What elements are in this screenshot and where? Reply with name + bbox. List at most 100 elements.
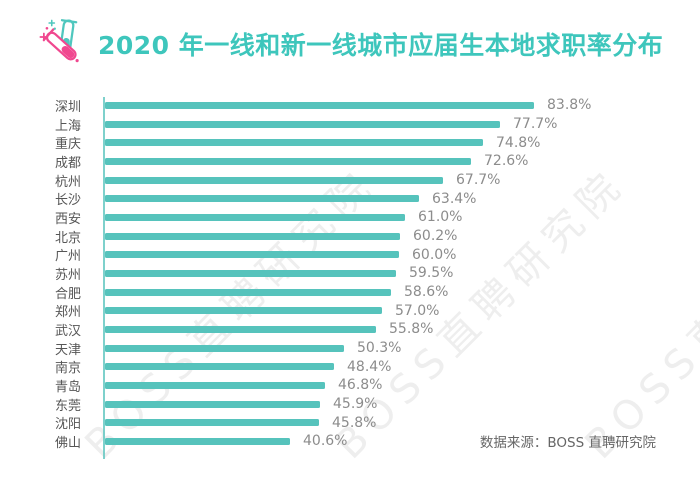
chart-row: 成都 72.6% — [55, 152, 700, 171]
bar-rows: 深圳 83.8% 上海 77.7% 重庆 74.8% 成都 72.6% 杭州 67.7% 长沙 63.… — [55, 96, 700, 451]
chart-row: 沈阳 45.8% — [55, 413, 700, 433]
value-label: 57.0% — [395, 302, 440, 319]
value-label: 46.8% — [338, 377, 383, 394]
bar-track: 77.7% — [105, 115, 700, 134]
value-label: 74.8% — [496, 134, 541, 151]
bar-track: 40.6% — [105, 432, 700, 451]
chart-row: 广州 60.0% — [55, 245, 700, 265]
chart-row: 青岛 46.8% — [55, 376, 700, 395]
bar-track: 45.9% — [105, 395, 700, 414]
city-label: 苏州 — [55, 267, 82, 283]
chart-header: 2020 年一线和新一线城市应届生本地求职率分布 — [36, 16, 700, 72]
value-label: 63.4% — [432, 190, 477, 207]
y-axis-line — [103, 97, 105, 459]
bar-track: 83.8% — [105, 96, 700, 115]
chart-row: 武汉 55.8% — [55, 320, 700, 339]
bar — [105, 437, 290, 445]
value-label: 45.8% — [332, 414, 377, 431]
bar-track: 46.8% — [105, 376, 700, 395]
city-label: 西安 — [55, 211, 82, 227]
chart-row: 合肥 58.6% — [55, 283, 700, 302]
value-label: 50.3% — [357, 340, 402, 357]
bar — [105, 176, 443, 184]
value-label: 48.4% — [347, 358, 392, 375]
bar-track: 63.4% — [105, 189, 700, 208]
chart-row: 东莞 45.9% — [55, 395, 700, 414]
bar — [105, 251, 399, 259]
value-label: 40.6% — [303, 433, 348, 450]
bar — [105, 344, 344, 352]
chart-row: 重庆 74.8% — [55, 133, 700, 153]
bar — [105, 288, 391, 296]
chart-row: 南京 48.4% — [55, 357, 700, 377]
bar-track: 60.2% — [105, 227, 700, 246]
bar-track: 50.3% — [105, 339, 700, 358]
bar — [105, 269, 396, 277]
bar — [105, 139, 483, 147]
city-label: 上海 — [55, 118, 82, 134]
bar-track: 45.8% — [105, 413, 700, 432]
bar — [105, 157, 471, 165]
value-label: 60.2% — [413, 228, 458, 245]
bar — [105, 419, 319, 427]
city-label: 沈阳 — [55, 417, 82, 433]
bar — [105, 325, 376, 333]
city-label: 深圳 — [55, 99, 82, 115]
chart-row: 佛山 40.6% — [55, 432, 700, 451]
bar-track: 67.7% — [105, 171, 700, 190]
bar — [105, 307, 382, 315]
city-label: 广州 — [55, 249, 82, 265]
city-label: 南京 — [55, 361, 82, 377]
bar-track: 57.0% — [105, 301, 700, 320]
city-label: 天津 — [55, 342, 82, 358]
chart-row: 北京 60.2% — [55, 227, 700, 246]
data-source-note: 数据来源：BOSS 直聘研究院 — [479, 435, 656, 451]
chart-row: 杭州 67.7% — [55, 171, 700, 190]
chart-row: 苏州 59.5% — [55, 264, 700, 283]
city-label: 合肥 — [55, 286, 82, 302]
chart-row: 郑州 57.0% — [55, 301, 700, 321]
chart-row: 长沙 63.4% — [55, 189, 700, 209]
city-label: 北京 — [55, 230, 82, 246]
value-label: 77.7% — [513, 116, 558, 132]
city-label: 郑州 — [55, 305, 82, 321]
city-label: 武汉 — [55, 323, 82, 339]
page-title: 2020 年一线和新一线城市应届生本地求职率分布 — [98, 31, 664, 60]
bar-track: 55.8% — [105, 320, 700, 339]
city-label: 成都 — [55, 155, 82, 171]
value-label: 58.6% — [404, 284, 449, 301]
bar-track: 58.6% — [105, 283, 700, 302]
value-label: 55.8% — [389, 321, 434, 338]
bar-track: 59.5% — [105, 264, 700, 283]
bar-track: 61.0% — [105, 208, 700, 227]
bar — [105, 195, 419, 203]
bar — [105, 232, 400, 240]
test-tubes-icon — [39, 19, 79, 63]
value-label: 61.0% — [418, 209, 463, 226]
bar — [105, 120, 500, 128]
value-label: 59.5% — [409, 265, 454, 282]
chart-row: 上海 77.7% — [55, 115, 700, 134]
city-label: 佛山 — [55, 435, 82, 451]
chart-row: 西安 61.0% — [55, 208, 700, 227]
chart-row: 深圳 83.8% — [55, 96, 700, 115]
bar — [105, 400, 320, 408]
value-label: 45.9% — [333, 396, 378, 413]
bar-chart: 深圳 83.8% 上海 77.7% 重庆 74.8% 成都 72.6% 杭州 67.7% 长沙 63.… — [55, 96, 700, 459]
chart-row: 天津 50.3% — [55, 339, 700, 358]
bar-track: 60.0% — [105, 245, 700, 264]
bar-track: 72.6% — [105, 152, 700, 171]
city-label: 长沙 — [55, 193, 82, 209]
bar — [105, 213, 405, 221]
value-label: 60.0% — [412, 246, 457, 263]
value-label: 67.7% — [456, 172, 501, 189]
city-label: 杭州 — [55, 174, 82, 190]
bar — [105, 363, 334, 371]
bar — [105, 101, 534, 109]
city-label: 青岛 — [55, 379, 82, 395]
city-label: 重庆 — [55, 137, 82, 153]
bar-track: 74.8% — [105, 133, 700, 152]
value-label: 72.6% — [484, 153, 529, 170]
bar — [105, 381, 325, 389]
